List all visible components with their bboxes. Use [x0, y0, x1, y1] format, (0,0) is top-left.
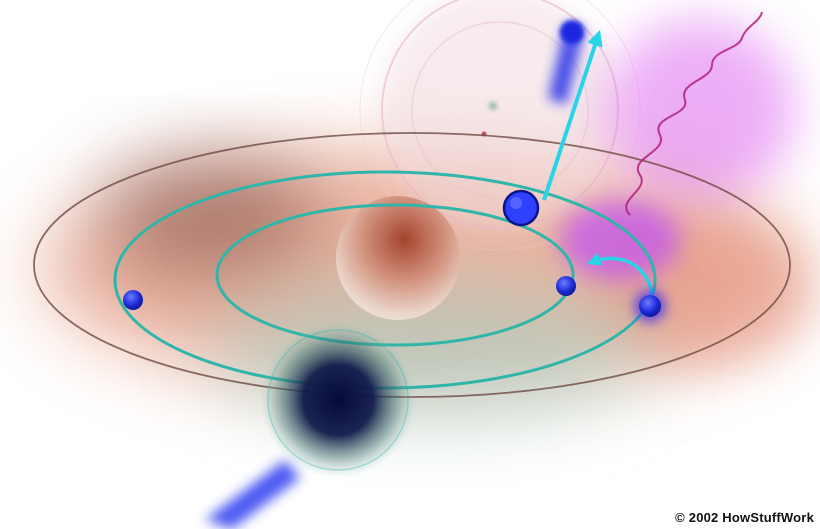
copyright-credit: © 2002 HowStuffWork: [675, 510, 814, 525]
electron-ejected: [502, 189, 540, 227]
nucleus: [336, 196, 460, 320]
transition-arrow: [586, 252, 654, 297]
ejected-electron-beam: [548, 20, 585, 105]
ejection-arrow: [542, 29, 603, 201]
incoming-particle: [205, 322, 416, 529]
electron-left: [123, 290, 143, 310]
photon-wave: [625, 11, 763, 216]
inner-orbit: [215, 203, 575, 347]
electron-inner-right: [556, 276, 576, 296]
electron-outer-right: [634, 290, 666, 322]
